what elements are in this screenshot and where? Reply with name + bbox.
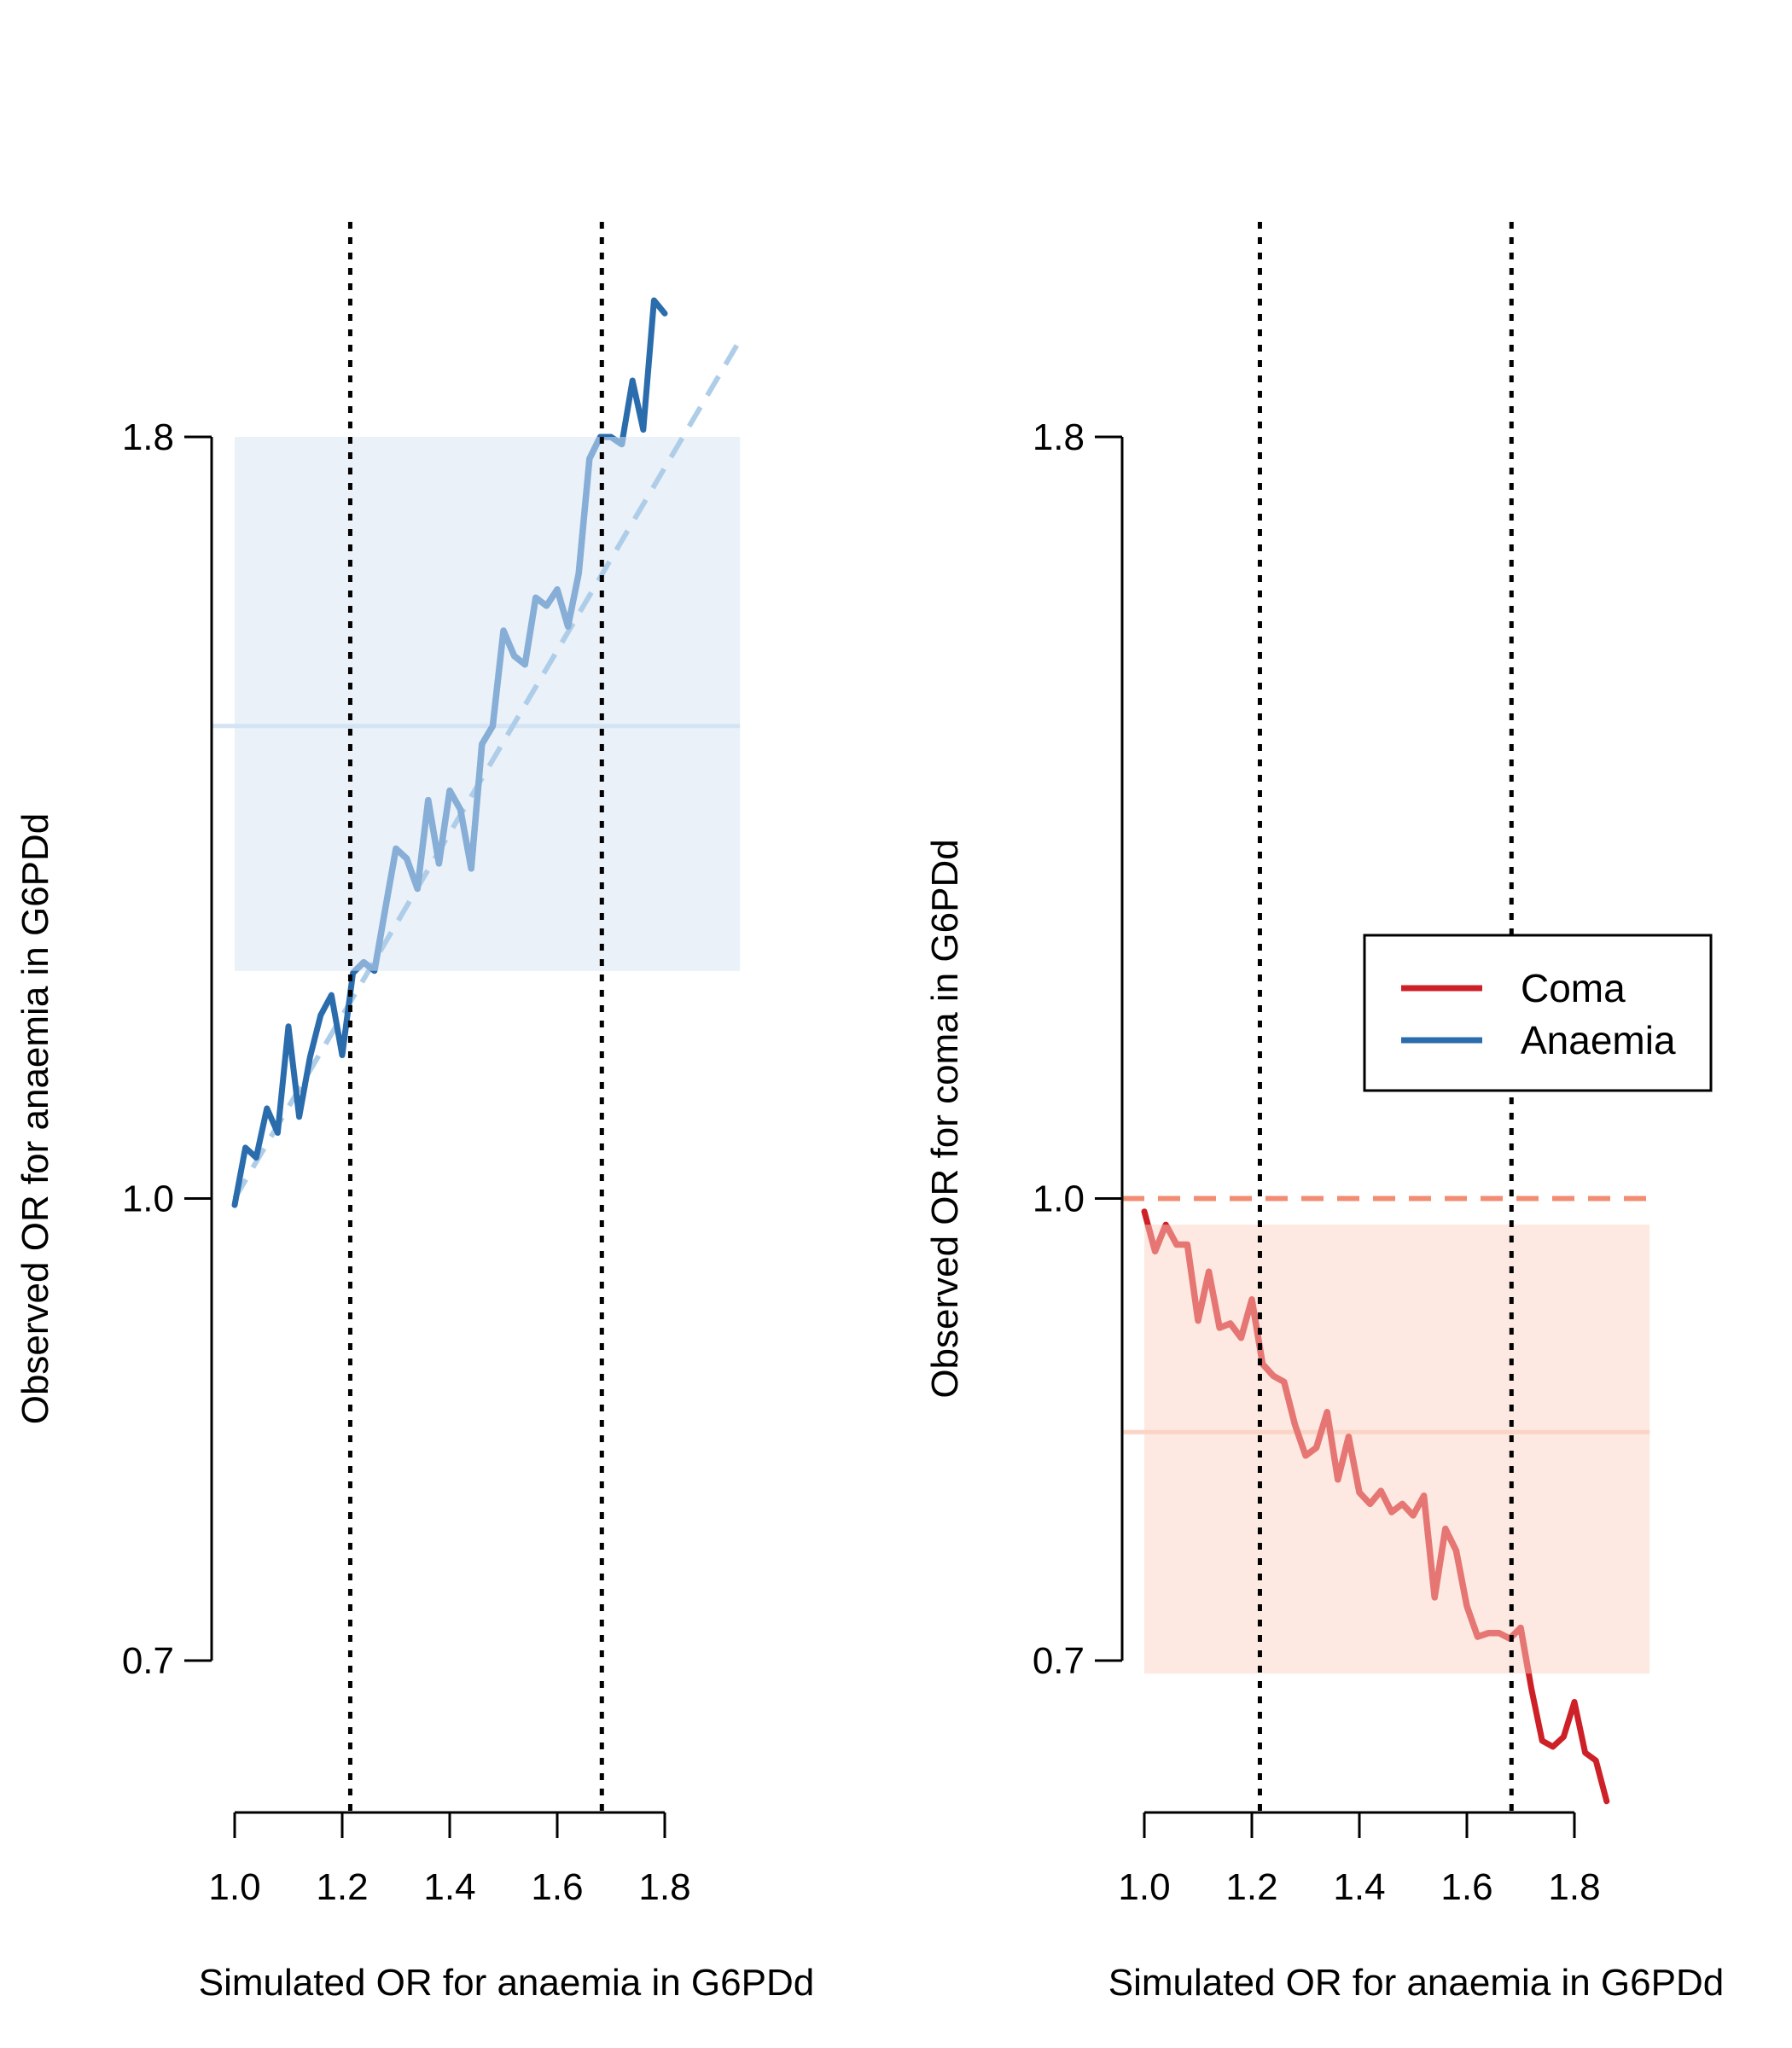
right-x-axis-title: Simulated OR for anaemia in G6PDd: [1108, 1962, 1724, 2004]
left-y-axis-title: Observed OR for anaemia in G6PDd: [15, 813, 56, 1425]
left-x-tick-label-3: 1.6: [531, 1866, 583, 1908]
right-y-tick-label-2: 1.8: [1033, 416, 1085, 458]
right-series-coma-line-in-band: [1144, 1225, 1533, 1674]
right-panel: 0.7 1.0 1.8 1.0 1.2 1.4 1.6 1.8 Simulated OR for…: [924, 222, 1724, 2004]
left-y-tick-label-0: 0.7: [122, 1640, 174, 1682]
left-series-anaemia-line-in-band: [350, 437, 626, 971]
left-x-tick-label-4: 1.8: [638, 1866, 690, 1908]
right-y-axis-title: Observed OR for coma in G6PDd: [924, 839, 966, 1398]
left-y-tick-label-2: 1.8: [122, 416, 174, 458]
right-x-tick-label-0: 1.0: [1118, 1866, 1170, 1908]
left-y-tick-label-1: 1.0: [122, 1178, 174, 1219]
left-reference-line: [232, 338, 742, 1200]
right-band: [1144, 1225, 1650, 1674]
right-x-tick-label-1: 1.2: [1225, 1866, 1277, 1908]
legend: Coma Anaemia: [1363, 934, 1713, 1092]
right-y-tick-label-1: 1.0: [1033, 1178, 1085, 1219]
left-x-tick-label-1: 1.2: [316, 1866, 368, 1908]
left-x-axis-title: Simulated OR for anaemia in G6PDd: [199, 1962, 814, 2004]
legend-label-anaemia: Anaemia: [1521, 1018, 1676, 1062]
legend-label-coma: Coma: [1521, 966, 1626, 1010]
right-x-tick-label-3: 1.6: [1440, 1866, 1492, 1908]
left-x-tick-label-0: 1.0: [208, 1866, 260, 1908]
right-y-tick-label-0: 0.7: [1033, 1640, 1085, 1682]
left-x-tick-label-2: 1.4: [423, 1866, 475, 1908]
left-band: [235, 437, 741, 971]
left-panel: 0.7 1.0 1.8 1.0 1.2 1.4 1.6 1.8 Simulated OR for…: [15, 222, 814, 2004]
legend-box: [1363, 934, 1713, 1092]
right-x-tick-label-4: 1.8: [1548, 1866, 1600, 1908]
right-x-tick-label-2: 1.4: [1333, 1866, 1385, 1908]
